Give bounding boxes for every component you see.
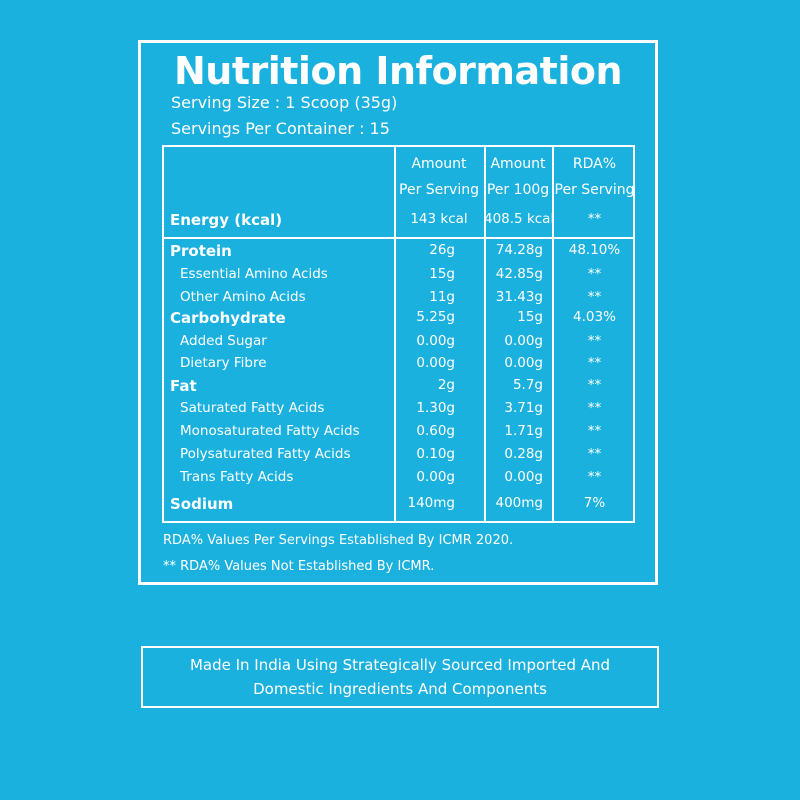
nutrient-name: Carbohydrate	[170, 309, 286, 327]
per-100g-value: 0.28g	[504, 446, 543, 462]
per-100g-value: 74.28g	[495, 242, 543, 258]
per-100g-value: 3.71g	[504, 400, 543, 416]
nutrient-name: Protein	[170, 242, 232, 260]
header-per-serving-line2: Per Serving	[399, 182, 479, 198]
nutrient-name: Monosaturated Fatty Acids	[180, 423, 360, 439]
nutrition-table: Amount Per Serving Amount Per 100g RDA% …	[162, 145, 635, 523]
per-serving-value: 0.60g	[416, 423, 455, 439]
nutrient-name: Essential Amino Acids	[180, 266, 328, 282]
origin-statement: Made In India Using Strategically Source…	[141, 646, 659, 708]
rda-value: **	[587, 446, 602, 462]
per-serving-value: 5.25g	[416, 309, 455, 325]
per-serving-value: 143 kcal	[410, 211, 468, 227]
per-serving-value: 2g	[437, 377, 455, 393]
column-divider	[552, 147, 554, 521]
per-100g-value: 15g	[517, 309, 543, 325]
nutrition-panel: Nutrition Information Serving Size : 1 S…	[138, 40, 658, 585]
rda-value: **	[587, 377, 602, 393]
per-serving-value: 140mg	[407, 495, 456, 511]
column-divider	[394, 147, 396, 521]
rda-value: 7%	[583, 495, 606, 511]
nutrient-name: Polysaturated Fatty Acids	[180, 446, 351, 462]
origin-statement-line2: Domestic Ingredients And Components	[253, 680, 547, 698]
per-100g-value: 408.5 kcal	[484, 211, 555, 227]
nutrient-name: Trans Fatty Acids	[180, 469, 294, 485]
rda-value: **	[587, 211, 602, 227]
rda-value: 4.03%	[573, 309, 616, 325]
origin-statement-line1: Made In India Using Strategically Source…	[189, 656, 611, 674]
nutrient-name: Other Amino Acids	[180, 289, 306, 305]
per-100g-value: 42.85g	[495, 266, 543, 282]
nutrient-name: Dietary Fibre	[180, 355, 267, 371]
per-100g-value: 5.7g	[512, 377, 543, 393]
rda-value: **	[587, 400, 602, 416]
header-per-serving-line1: Amount	[411, 156, 467, 172]
rda-value: **	[587, 289, 602, 305]
servings-per-container: Servings Per Container : 15	[171, 119, 390, 138]
per-serving-value: 0.00g	[416, 469, 455, 485]
nutrient-name: Fat	[170, 377, 197, 395]
rda-note: RDA% Values Per Servings Established By …	[163, 533, 514, 548]
per-serving-value: 1.30g	[416, 400, 455, 416]
per-100g-value: 31.43g	[495, 289, 543, 305]
per-100g-value: 0.00g	[504, 333, 543, 349]
per-100g-value: 400mg	[495, 495, 544, 511]
per-serving-value: 26g	[429, 242, 455, 258]
per-100g-value: 0.00g	[504, 469, 543, 485]
per-100g-value: 1.71g	[504, 423, 543, 439]
nutrient-name: Energy (kcal)	[170, 211, 283, 229]
page-title: Nutrition Information	[173, 49, 623, 93]
rda-value: **	[587, 355, 602, 371]
per-serving-value: 11g	[429, 289, 455, 305]
rda-not-established-note: ** RDA% Values Not Established By ICMR.	[163, 559, 435, 574]
nutrient-name: Sodium	[170, 495, 234, 513]
header-rda-line1: RDA%	[572, 156, 617, 172]
per-serving-value: 15g	[429, 266, 455, 282]
rda-value: **	[587, 469, 602, 485]
per-serving-value: 0.00g	[416, 333, 455, 349]
nutrient-name: Added Sugar	[180, 333, 267, 349]
header-per-100g-line1: Amount	[490, 156, 546, 172]
serving-size: Serving Size : 1 Scoop (35g)	[171, 93, 398, 112]
nutrient-name: Saturated Fatty Acids	[180, 400, 325, 416]
header-rda-line2: Per Serving	[554, 182, 635, 198]
header-per-100g-line2: Per 100g	[486, 182, 550, 198]
column-divider	[484, 147, 486, 521]
rda-value: **	[587, 333, 602, 349]
rda-value: **	[587, 423, 602, 439]
row-divider	[164, 237, 633, 239]
per-serving-value: 0.10g	[416, 446, 455, 462]
rda-value: 48.10%	[568, 242, 621, 258]
rda-value: **	[587, 266, 602, 282]
per-100g-value: 0.00g	[504, 355, 543, 371]
per-serving-value: 0.00g	[416, 355, 455, 371]
